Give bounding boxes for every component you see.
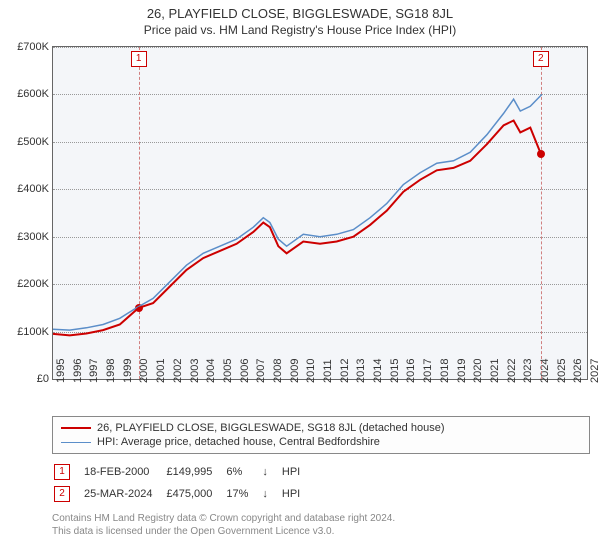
sale-marker-cell: 1: [54, 462, 82, 482]
sale-vs: HPI: [282, 484, 312, 504]
ytick-label: £600K: [17, 88, 49, 100]
sale-date: 18-FEB-2000: [84, 462, 164, 482]
legend-area: 26, PLAYFIELD CLOSE, BIGGLESWADE, SG18 8…: [52, 416, 590, 538]
ytick-label: £700K: [17, 41, 49, 53]
chart-container: 26, PLAYFIELD CLOSE, BIGGLESWADE, SG18 8…: [0, 0, 600, 560]
ytick-label: £0: [37, 373, 49, 385]
sale-pct: 17%: [226, 484, 260, 504]
xtick-label: 2027: [589, 359, 600, 383]
sales-table: 118-FEB-2000£149,9956%↓HPI225-MAR-2024£4…: [52, 460, 314, 506]
series-line: [53, 121, 541, 336]
sale-price: £475,000: [166, 484, 224, 504]
sale-date: 25-MAR-2024: [84, 484, 164, 504]
sale-pct: 6%: [226, 462, 260, 482]
sale-vs: HPI: [282, 462, 312, 482]
sale-price: £149,995: [166, 462, 224, 482]
legend-row: 26, PLAYFIELD CLOSE, BIGGLESWADE, SG18 8…: [61, 421, 581, 435]
legend-swatch: [61, 427, 91, 429]
footer-text: Contains HM Land Registry data © Crown c…: [52, 512, 590, 538]
sales-row: 225-MAR-2024£475,00017%↓HPI: [54, 484, 312, 504]
chart-title: 26, PLAYFIELD CLOSE, BIGGLESWADE, SG18 8…: [0, 0, 600, 21]
legend-box: 26, PLAYFIELD CLOSE, BIGGLESWADE, SG18 8…: [52, 416, 590, 454]
ytick-label: £200K: [17, 278, 49, 290]
legend-swatch: [61, 442, 91, 443]
series-line: [53, 94, 542, 330]
ytick-label: £100K: [17, 326, 49, 338]
legend-label: 26, PLAYFIELD CLOSE, BIGGLESWADE, SG18 8…: [97, 422, 444, 434]
ytick-label: £500K: [17, 136, 49, 148]
plot-area: £0£100K£200K£300K£400K£500K£600K£700K199…: [52, 46, 588, 380]
sales-row: 118-FEB-2000£149,9956%↓HPI: [54, 462, 312, 482]
ytick-label: £300K: [17, 231, 49, 243]
legend-row: HPI: Average price, detached house, Cent…: [61, 435, 581, 449]
chart-subtitle: Price paid vs. HM Land Registry's House …: [0, 21, 600, 37]
footer-line: Contains HM Land Registry data © Crown c…: [52, 512, 590, 525]
legend-label: HPI: Average price, detached house, Cent…: [97, 436, 380, 448]
series-svg: [53, 47, 587, 379]
sale-marker-cell: 2: [54, 484, 82, 504]
ytick-label: £400K: [17, 183, 49, 195]
sale-direction: ↓: [262, 462, 280, 482]
sale-direction: ↓: [262, 484, 280, 504]
footer-line: This data is licensed under the Open Gov…: [52, 525, 590, 538]
